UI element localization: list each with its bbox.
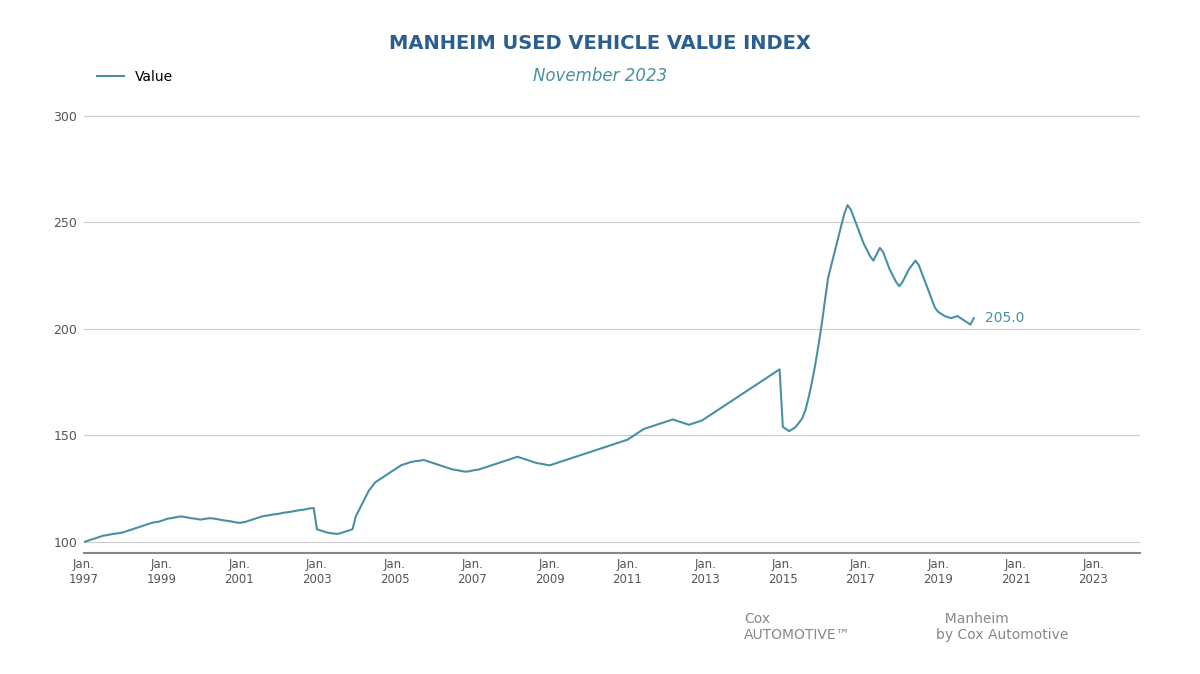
Text: 205.0: 205.0 — [985, 311, 1025, 325]
Text: Cox
AUTOMOTIVE™: Cox AUTOMOTIVE™ — [744, 612, 851, 642]
Legend: Value: Value — [91, 65, 179, 90]
Text: Manheim
by Cox Automotive: Manheim by Cox Automotive — [936, 612, 1068, 642]
Text: MANHEIM USED VEHICLE VALUE INDEX: MANHEIM USED VEHICLE VALUE INDEX — [389, 34, 811, 53]
Text: November 2023: November 2023 — [533, 67, 667, 86]
